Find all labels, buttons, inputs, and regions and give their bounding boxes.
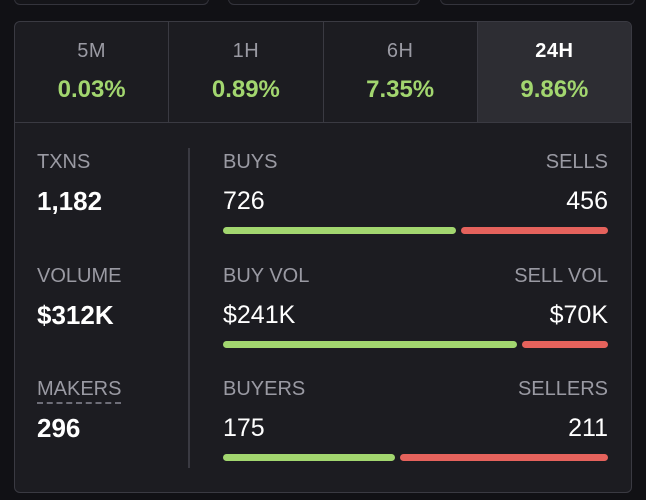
tab-5m[interactable]: 5M 0.03%	[15, 22, 170, 122]
timeframe-tabs: 5M 0.03% 1H 0.89% 6H 7.35% 24H 9.86%	[15, 22, 631, 123]
sell-bar-segment	[461, 227, 608, 234]
sells-value: 456	[566, 187, 608, 215]
top-control-1[interactable]	[14, 0, 209, 5]
buy-bar-segment	[223, 341, 518, 348]
sellers-label: SELLERS	[517, 378, 608, 400]
volume-label: VOLUME	[37, 265, 122, 287]
top-control-3[interactable]	[440, 0, 635, 5]
stats-section: TXNS 1,182 VOLUME $312K MAKERS 296 BUYS …	[15, 123, 631, 492]
makers-value: 296	[37, 413, 81, 443]
tab-6h[interactable]: 6H 7.35%	[324, 22, 478, 122]
column-divider	[188, 148, 190, 468]
makers-label[interactable]: MAKERS	[37, 377, 122, 404]
buyers-value: 175	[223, 414, 265, 442]
buys-label: BUYS	[223, 151, 278, 173]
tab-label: 6H	[386, 40, 414, 62]
buyers-label: BUYERS	[223, 378, 306, 400]
txns-label: TXNS	[37, 151, 91, 173]
txns-value: 1,182	[37, 186, 103, 216]
buy-vol-value: $241K	[223, 301, 296, 329]
buy-vol-label: BUY VOL	[223, 265, 310, 287]
buyers-sellers-ratio-bar	[223, 454, 608, 461]
sells-label: SELLS	[545, 151, 608, 173]
sell-bar-segment	[522, 341, 608, 348]
makers-stat: MAKERS 296	[37, 377, 122, 443]
tab-1h[interactable]: 1H 0.89%	[169, 22, 324, 122]
price-change: 7.35%	[366, 76, 435, 103]
sellers-value: 211	[568, 414, 608, 442]
buy-bar-segment	[223, 227, 457, 234]
buyers-sellers-row: BUYERS SELLERS 175 211	[223, 377, 608, 461]
trade-stats-panel: 5M 0.03% 1H 0.89% 6H 7.35% 24H 9.86% TXN…	[14, 21, 632, 493]
volume-row: BUY VOL SELL VOL $241K $70K	[223, 264, 608, 348]
volume-ratio-bar	[223, 341, 608, 348]
sell-vol-value: $70K	[549, 301, 608, 329]
price-change: 9.86%	[520, 76, 589, 103]
tab-24h[interactable]: 24H 9.86%	[477, 22, 631, 122]
sell-vol-label: SELL VOL	[514, 265, 608, 287]
tab-label: 5M	[77, 40, 107, 62]
buys-sells-ratio-bar	[223, 227, 608, 234]
buys-sells-row: BUYS SELLS 726 456	[223, 150, 608, 234]
sell-bar-segment	[400, 454, 608, 461]
buy-bar-segment	[223, 454, 396, 461]
txns-stat: TXNS 1,182	[37, 150, 102, 216]
volume-stat: VOLUME $312K	[37, 264, 121, 330]
tab-label: 24H	[535, 40, 574, 62]
price-change: 0.89%	[211, 76, 280, 103]
price-change: 0.03%	[57, 76, 126, 103]
tab-label: 1H	[232, 40, 260, 62]
top-control-2[interactable]	[228, 0, 420, 5]
buys-value: 726	[223, 187, 265, 215]
volume-value: $312K	[37, 300, 114, 330]
